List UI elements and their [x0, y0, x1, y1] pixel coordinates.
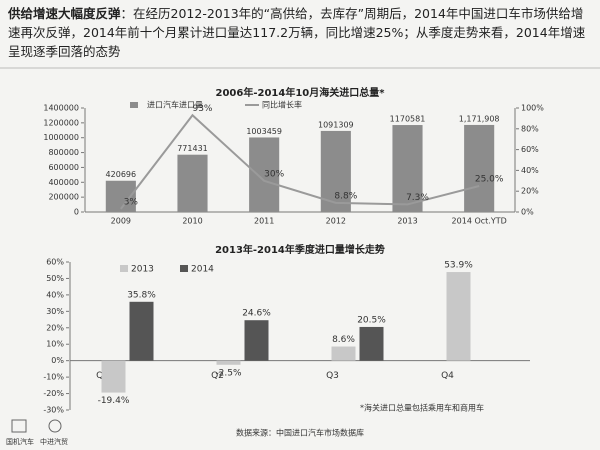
bar: [244, 320, 269, 361]
tick-label: 400000: [48, 178, 79, 187]
tick-label: 40%: [46, 290, 64, 299]
bar: [464, 124, 495, 212]
logo-icon: [11, 419, 27, 433]
x-tick-label: 2012: [326, 217, 346, 226]
header-lead: 供给增速大幅度反弹: [8, 6, 121, 21]
tick-label: 10%: [46, 340, 64, 349]
legend-swatch: [120, 265, 128, 272]
bar: [331, 346, 356, 361]
value-label: 1003459: [246, 127, 282, 136]
x-tick-label: 2010: [182, 217, 202, 226]
chart-title: 2013年-2014年季度进口量增长走势: [215, 243, 385, 256]
tick-label: 1400000: [43, 104, 79, 113]
tick-label: 80%: [521, 124, 539, 133]
tick-label: -30%: [43, 406, 64, 415]
value-label: 3%: [124, 197, 139, 207]
x-tick-label: 2011: [254, 217, 274, 226]
value-label: -2.5%: [215, 368, 242, 378]
value-label: 420696: [106, 170, 137, 179]
header-body: ：在经历2012-2013年的“高供给，去库存”周期后，2014年中国进口车市场…: [8, 6, 586, 59]
legend-label: 进口汽车进口量: [147, 100, 203, 110]
legend-swatch: [180, 265, 188, 272]
logo-text: 中进汽贸: [40, 437, 68, 446]
bar: [129, 301, 154, 361]
tick-label: 20%: [521, 187, 539, 196]
legend-label: 2014: [191, 265, 214, 275]
x-tick-label: 2009: [111, 217, 131, 226]
value-label: 1,171,908: [459, 114, 500, 123]
tick-label: 1000000: [43, 133, 79, 142]
legend-label: 2013: [131, 265, 154, 275]
tick-label: 60%: [46, 258, 64, 267]
tick-label: 0: [74, 208, 79, 217]
logo-text: 国机汽车: [6, 437, 34, 446]
x-tick-label: 2013: [397, 217, 417, 226]
value-label: 7.3%: [406, 193, 429, 203]
x-tick-label: Q4: [441, 371, 454, 381]
footnote: *海关进口总量包括乘用车和商用车: [360, 403, 484, 413]
bar: [177, 154, 208, 212]
legend-label: 同比增长率: [262, 100, 302, 110]
value-label: 24.6%: [242, 309, 271, 319]
tick-label: 20%: [46, 323, 64, 332]
bar: [249, 137, 280, 212]
tick-label: 30%: [46, 307, 64, 316]
tick-label: 600000: [48, 163, 79, 172]
bar: [101, 360, 126, 393]
tick-label: 1200000: [43, 118, 79, 127]
value-label: 1091309: [318, 120, 354, 129]
value-label: 1170581: [390, 115, 426, 124]
header: 供给增速大幅度反弹：在经历2012-2013年的“高供给，去库存”周期后，201…: [8, 4, 594, 61]
value-label: 93%: [192, 104, 212, 114]
tick-label: -20%: [43, 389, 64, 398]
tick-label: 800000: [48, 148, 79, 157]
x-tick-label: Q3: [326, 371, 339, 381]
value-label: 20.5%: [357, 315, 386, 325]
bar: [446, 272, 471, 361]
tick-label: 60%: [521, 145, 539, 154]
tick-label: -10%: [43, 373, 64, 382]
line: [120, 113, 480, 210]
chart-title: 2006年-2014年10月海关进口总量*: [216, 86, 386, 99]
source: 数据来源：中国进口汽车市场数据库: [236, 428, 364, 438]
value-label: 771431: [177, 144, 208, 153]
logo-icon: [48, 419, 62, 433]
tick-label: 100%: [521, 104, 544, 113]
tick-label: 200000: [48, 193, 79, 202]
tick-label: 40%: [521, 166, 539, 175]
tick-label: 50%: [46, 274, 64, 283]
x-tick-label: Q2: [211, 371, 224, 381]
bar: [216, 360, 241, 365]
x-tick-label: 2014 Oct.YTD: [452, 217, 507, 226]
value-label: 53.9%: [444, 261, 473, 271]
value-label: 8.6%: [332, 335, 355, 345]
value-label: -19.4%: [98, 396, 130, 406]
bar: [392, 125, 423, 212]
value-label: 35.8%: [127, 290, 156, 300]
legend-swatch: [130, 102, 138, 108]
bar: [359, 326, 384, 361]
value-label: 25.0%: [475, 175, 504, 185]
tick-label: 0%: [521, 208, 534, 217]
value-label: 30%: [264, 169, 284, 179]
bar: [320, 130, 351, 212]
value-label: 8.8%: [334, 191, 357, 201]
tick-label: 0%: [51, 356, 64, 365]
